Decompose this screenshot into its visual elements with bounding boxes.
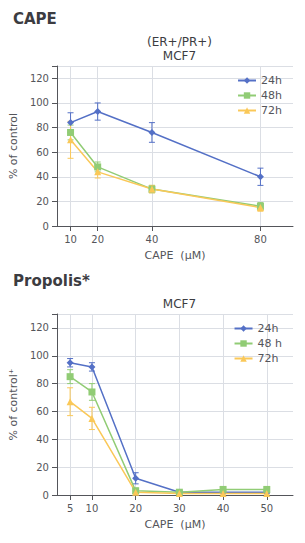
svg-text:60: 60 <box>36 147 49 158</box>
svg-text:20: 20 <box>36 462 49 473</box>
svg-text:120: 120 <box>30 73 49 84</box>
svg-text:40: 40 <box>217 503 230 514</box>
svg-text:0: 0 <box>43 221 49 232</box>
svg-text:100: 100 <box>30 350 49 361</box>
svg-text:5: 5 <box>67 503 73 514</box>
svg-text:MCF7: MCF7 <box>163 49 196 63</box>
svg-text:120: 120 <box>30 322 49 333</box>
svg-text:(ER+/PR+): (ER+/PR+) <box>147 35 212 49</box>
svg-text:48 h: 48 h <box>258 337 282 350</box>
svg-text:% of control⁺: % of control⁺ <box>7 368 20 440</box>
svg-text:40: 40 <box>146 234 159 245</box>
svg-text:CAPE (μM): CAPE (μM) <box>145 249 206 262</box>
svg-text:24h: 24h <box>258 322 279 335</box>
svg-text:0: 0 <box>43 490 49 501</box>
svg-text:48h: 48h <box>261 89 282 102</box>
svg-text:20: 20 <box>129 503 142 514</box>
svg-text:20: 20 <box>36 196 49 207</box>
svg-text:72h: 72h <box>258 352 279 365</box>
svg-text:% of control: % of control <box>7 113 20 179</box>
svg-text:24h: 24h <box>261 74 282 87</box>
svg-text:20: 20 <box>91 234 104 245</box>
svg-text:40: 40 <box>36 434 49 445</box>
svg-text:Propolis*: Propolis* <box>13 272 90 290</box>
svg-text:72h: 72h <box>261 104 282 117</box>
svg-text:100: 100 <box>30 97 49 108</box>
svg-text:80: 80 <box>36 378 49 389</box>
svg-text:10: 10 <box>86 503 99 514</box>
svg-text:CAPE: CAPE <box>13 10 57 28</box>
svg-text:60: 60 <box>36 406 49 417</box>
svg-text:30: 30 <box>173 503 186 514</box>
svg-text:40: 40 <box>36 171 49 182</box>
svg-text:10: 10 <box>64 234 77 245</box>
svg-text:MCF7: MCF7 <box>163 297 196 311</box>
svg-text:CAPE (μM): CAPE (μM) <box>145 518 206 531</box>
svg-text:50: 50 <box>260 503 273 514</box>
svg-text:80: 80 <box>254 234 267 245</box>
svg-text:80: 80 <box>36 122 49 133</box>
